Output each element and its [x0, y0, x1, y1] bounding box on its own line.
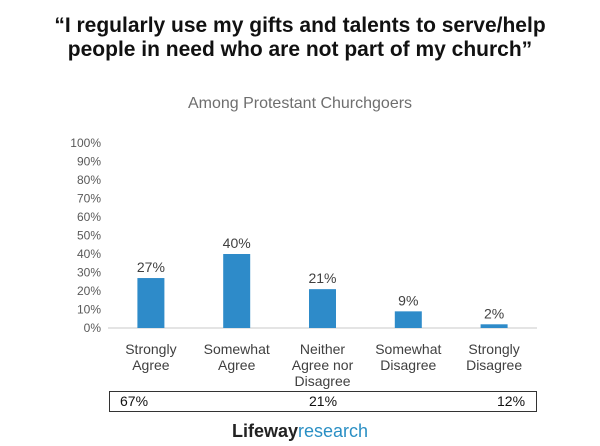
y-tick-label: 40% — [77, 247, 101, 261]
bar — [309, 289, 336, 328]
category-label: Somewhat — [375, 341, 441, 357]
y-tick-label: 80% — [77, 173, 101, 187]
y-tick-label: 100% — [70, 136, 101, 150]
y-tick-label: 70% — [77, 192, 101, 206]
category-label: Agree — [218, 357, 256, 373]
lifeway-research-logo: Lifewayresearch — [0, 421, 600, 442]
category-label: Somewhat — [204, 341, 270, 357]
bar — [480, 324, 508, 328]
data-label: 9% — [398, 292, 418, 308]
category-label: Disagree — [466, 357, 522, 373]
data-label: 27% — [137, 259, 165, 275]
summary-agree-value: 67% — [120, 393, 149, 409]
bar — [137, 278, 165, 328]
y-tick-label: 50% — [77, 229, 101, 243]
category-label: Neither — [300, 341, 345, 357]
data-label: 21% — [308, 270, 336, 286]
y-tick-label: 0% — [84, 321, 102, 335]
category-label: Strongly — [125, 341, 176, 357]
chart-subtitle: Among Protestant Churchgoers — [187, 95, 413, 112]
logo-research: research — [298, 421, 369, 441]
data-label: 40% — [223, 235, 251, 251]
bar — [394, 311, 422, 328]
chart-title-line-1: “I regularly use my gifts and talents to… — [54, 14, 546, 37]
bar — [223, 254, 251, 328]
category-label: Strongly — [468, 341, 519, 357]
y-tick-label: 90% — [77, 155, 101, 169]
summary-box: 67% 21% 12% — [109, 391, 537, 412]
category-label: Agree nor — [292, 357, 354, 373]
y-tick-label: 10% — [77, 303, 101, 317]
chart-title-line-2: people in need who are not part of my ch… — [67, 38, 533, 61]
summary-disagree-value: 12% — [497, 393, 526, 409]
y-tick-label: 20% — [77, 284, 101, 298]
y-tick-label: 60% — [77, 210, 101, 224]
summary-neither-value: 21% — [309, 393, 338, 409]
data-label: 2% — [484, 305, 504, 321]
category-label: Agree — [132, 357, 170, 373]
y-tick-label: 30% — [77, 266, 101, 280]
chart-title: “I regularly use my gifts and talents to… — [0, 14, 600, 62]
category-label: Disagree — [380, 357, 436, 373]
logo-lifeway: Lifeway — [231, 421, 298, 441]
category-label: Disagree — [294, 373, 350, 389]
